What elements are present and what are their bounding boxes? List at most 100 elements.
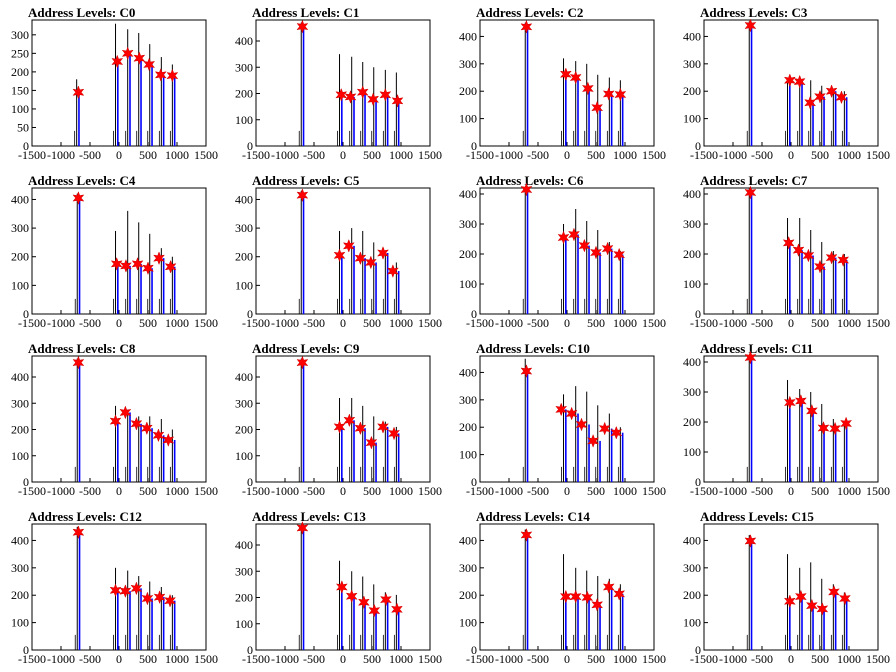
x-tick-label: -500 xyxy=(751,316,773,330)
star-marker-icon xyxy=(365,435,378,450)
star-marker-icon xyxy=(296,19,309,34)
level-bar xyxy=(845,97,848,146)
y-tick-label: 100 xyxy=(683,445,701,459)
star-marker-icon xyxy=(804,95,817,110)
plot-frame xyxy=(31,523,207,651)
y-tick-label: 400 xyxy=(683,355,701,369)
x-tick-label: 1500 xyxy=(642,148,666,162)
star-marker-icon xyxy=(575,417,588,432)
y-tick-label: 100 xyxy=(459,448,477,462)
level-bar xyxy=(621,432,624,482)
level-bar xyxy=(397,100,400,146)
level-bar xyxy=(341,255,343,314)
level-bar xyxy=(801,596,803,650)
x-tick-label: 1000 xyxy=(613,316,637,330)
level-bar xyxy=(565,596,567,650)
level-bar xyxy=(845,260,848,314)
level-bar xyxy=(173,440,176,482)
x-tick-label: 1500 xyxy=(866,148,890,162)
star-marker-icon xyxy=(602,87,615,101)
chart-title: Address Levels: C7 xyxy=(700,173,808,188)
level-bar xyxy=(834,428,837,482)
star-marker-icon xyxy=(601,241,614,256)
y-tick-label: 300 xyxy=(11,221,29,235)
x-tick-label: -500 xyxy=(527,148,549,162)
x-tick-label: 1000 xyxy=(165,316,189,330)
y-tick-label: 0 xyxy=(471,139,477,153)
x-tick-label: -1000 xyxy=(495,316,523,330)
level-bar xyxy=(588,88,590,146)
star-marker-icon xyxy=(825,84,838,99)
level-bar xyxy=(526,371,529,482)
star-marker-icon xyxy=(829,421,842,436)
x-tick-label: -1000 xyxy=(719,652,747,666)
level-bar xyxy=(397,609,400,650)
y-tick-label: 100 xyxy=(235,449,253,463)
star-marker-icon xyxy=(119,405,132,420)
level-bar xyxy=(162,435,165,482)
level-bar xyxy=(610,93,613,146)
level-bar xyxy=(588,424,590,482)
level-bar xyxy=(353,96,355,146)
star-marker-icon xyxy=(367,92,380,107)
y-tick-label: 400 xyxy=(683,533,701,547)
level-bar xyxy=(823,428,825,482)
x-tick-label: 0 xyxy=(340,484,346,498)
star-marker-icon xyxy=(354,421,367,436)
star-marker-icon xyxy=(837,253,850,267)
x-tick-label: 0 xyxy=(340,316,346,330)
star-marker-icon xyxy=(296,188,309,203)
level-bar xyxy=(577,77,579,146)
y-tick-label: 200 xyxy=(235,591,253,605)
star-marker-icon xyxy=(565,406,578,421)
y-tick-label: 0 xyxy=(247,643,253,657)
star-marker-icon xyxy=(333,248,346,263)
chart-panel-c0: Address Levels: C0 0 50 100 150 200 250 300 -150… xyxy=(11,5,218,162)
x-tick-label: 500 xyxy=(363,148,381,162)
x-tick-label: 1500 xyxy=(418,148,442,162)
y-tick-label: 0 xyxy=(695,307,701,321)
x-tick-label: 1500 xyxy=(418,652,442,666)
star-marker-icon xyxy=(390,602,403,617)
y-tick-label: 0 xyxy=(247,307,253,321)
x-tick-label: 0 xyxy=(340,652,346,666)
star-marker-icon xyxy=(140,421,153,436)
x-tick-label: -1500 xyxy=(690,316,718,330)
x-tick-label: 0 xyxy=(564,652,570,666)
y-tick-label: 200 xyxy=(459,420,477,434)
y-tick-label: 100 xyxy=(235,617,253,631)
x-tick-label: -1500 xyxy=(18,316,46,330)
level-bar xyxy=(750,357,753,482)
star-marker-icon xyxy=(792,243,805,258)
chart-panel-c11: Address Levels: C11 0 100 200 300 400 -1500 -10… xyxy=(683,341,890,498)
y-tick-label: 400 xyxy=(459,29,477,43)
x-tick-label: -500 xyxy=(79,652,101,666)
x-tick-label: 1500 xyxy=(194,484,218,498)
x-tick-label: 0 xyxy=(788,316,794,330)
level-bar xyxy=(386,94,389,146)
star-marker-icon xyxy=(581,81,594,96)
level-bar xyxy=(834,91,837,146)
x-tick-label: 0 xyxy=(116,316,122,330)
x-tick-label: -1500 xyxy=(466,652,494,666)
star-marker-icon xyxy=(783,73,796,88)
x-tick-label: 1500 xyxy=(642,652,666,666)
x-tick-label: 500 xyxy=(811,148,829,162)
level-bar xyxy=(801,401,803,482)
star-marker-icon xyxy=(335,87,348,102)
x-tick-label: 1500 xyxy=(866,316,890,330)
chart-panel-c5: Address Levels: C5 0 100 200 300 400 -1500 -100… xyxy=(235,173,442,330)
star-marker-icon xyxy=(610,425,623,440)
y-tick-label: 300 xyxy=(683,57,701,71)
chart-panel-c15: Address Levels: C15 0 100 200 300 400 -1500 -10… xyxy=(683,509,890,666)
x-tick-label: -1500 xyxy=(466,316,494,330)
y-tick-label: 100 xyxy=(11,278,29,292)
level-bar xyxy=(173,600,176,650)
star-marker-icon xyxy=(817,421,830,435)
star-marker-icon xyxy=(520,182,533,197)
y-tick-label: 0 xyxy=(247,475,253,489)
x-tick-label: -1000 xyxy=(495,484,523,498)
x-tick-label: -1500 xyxy=(18,484,46,498)
star-marker-icon xyxy=(344,89,357,104)
level-bar xyxy=(302,26,305,146)
